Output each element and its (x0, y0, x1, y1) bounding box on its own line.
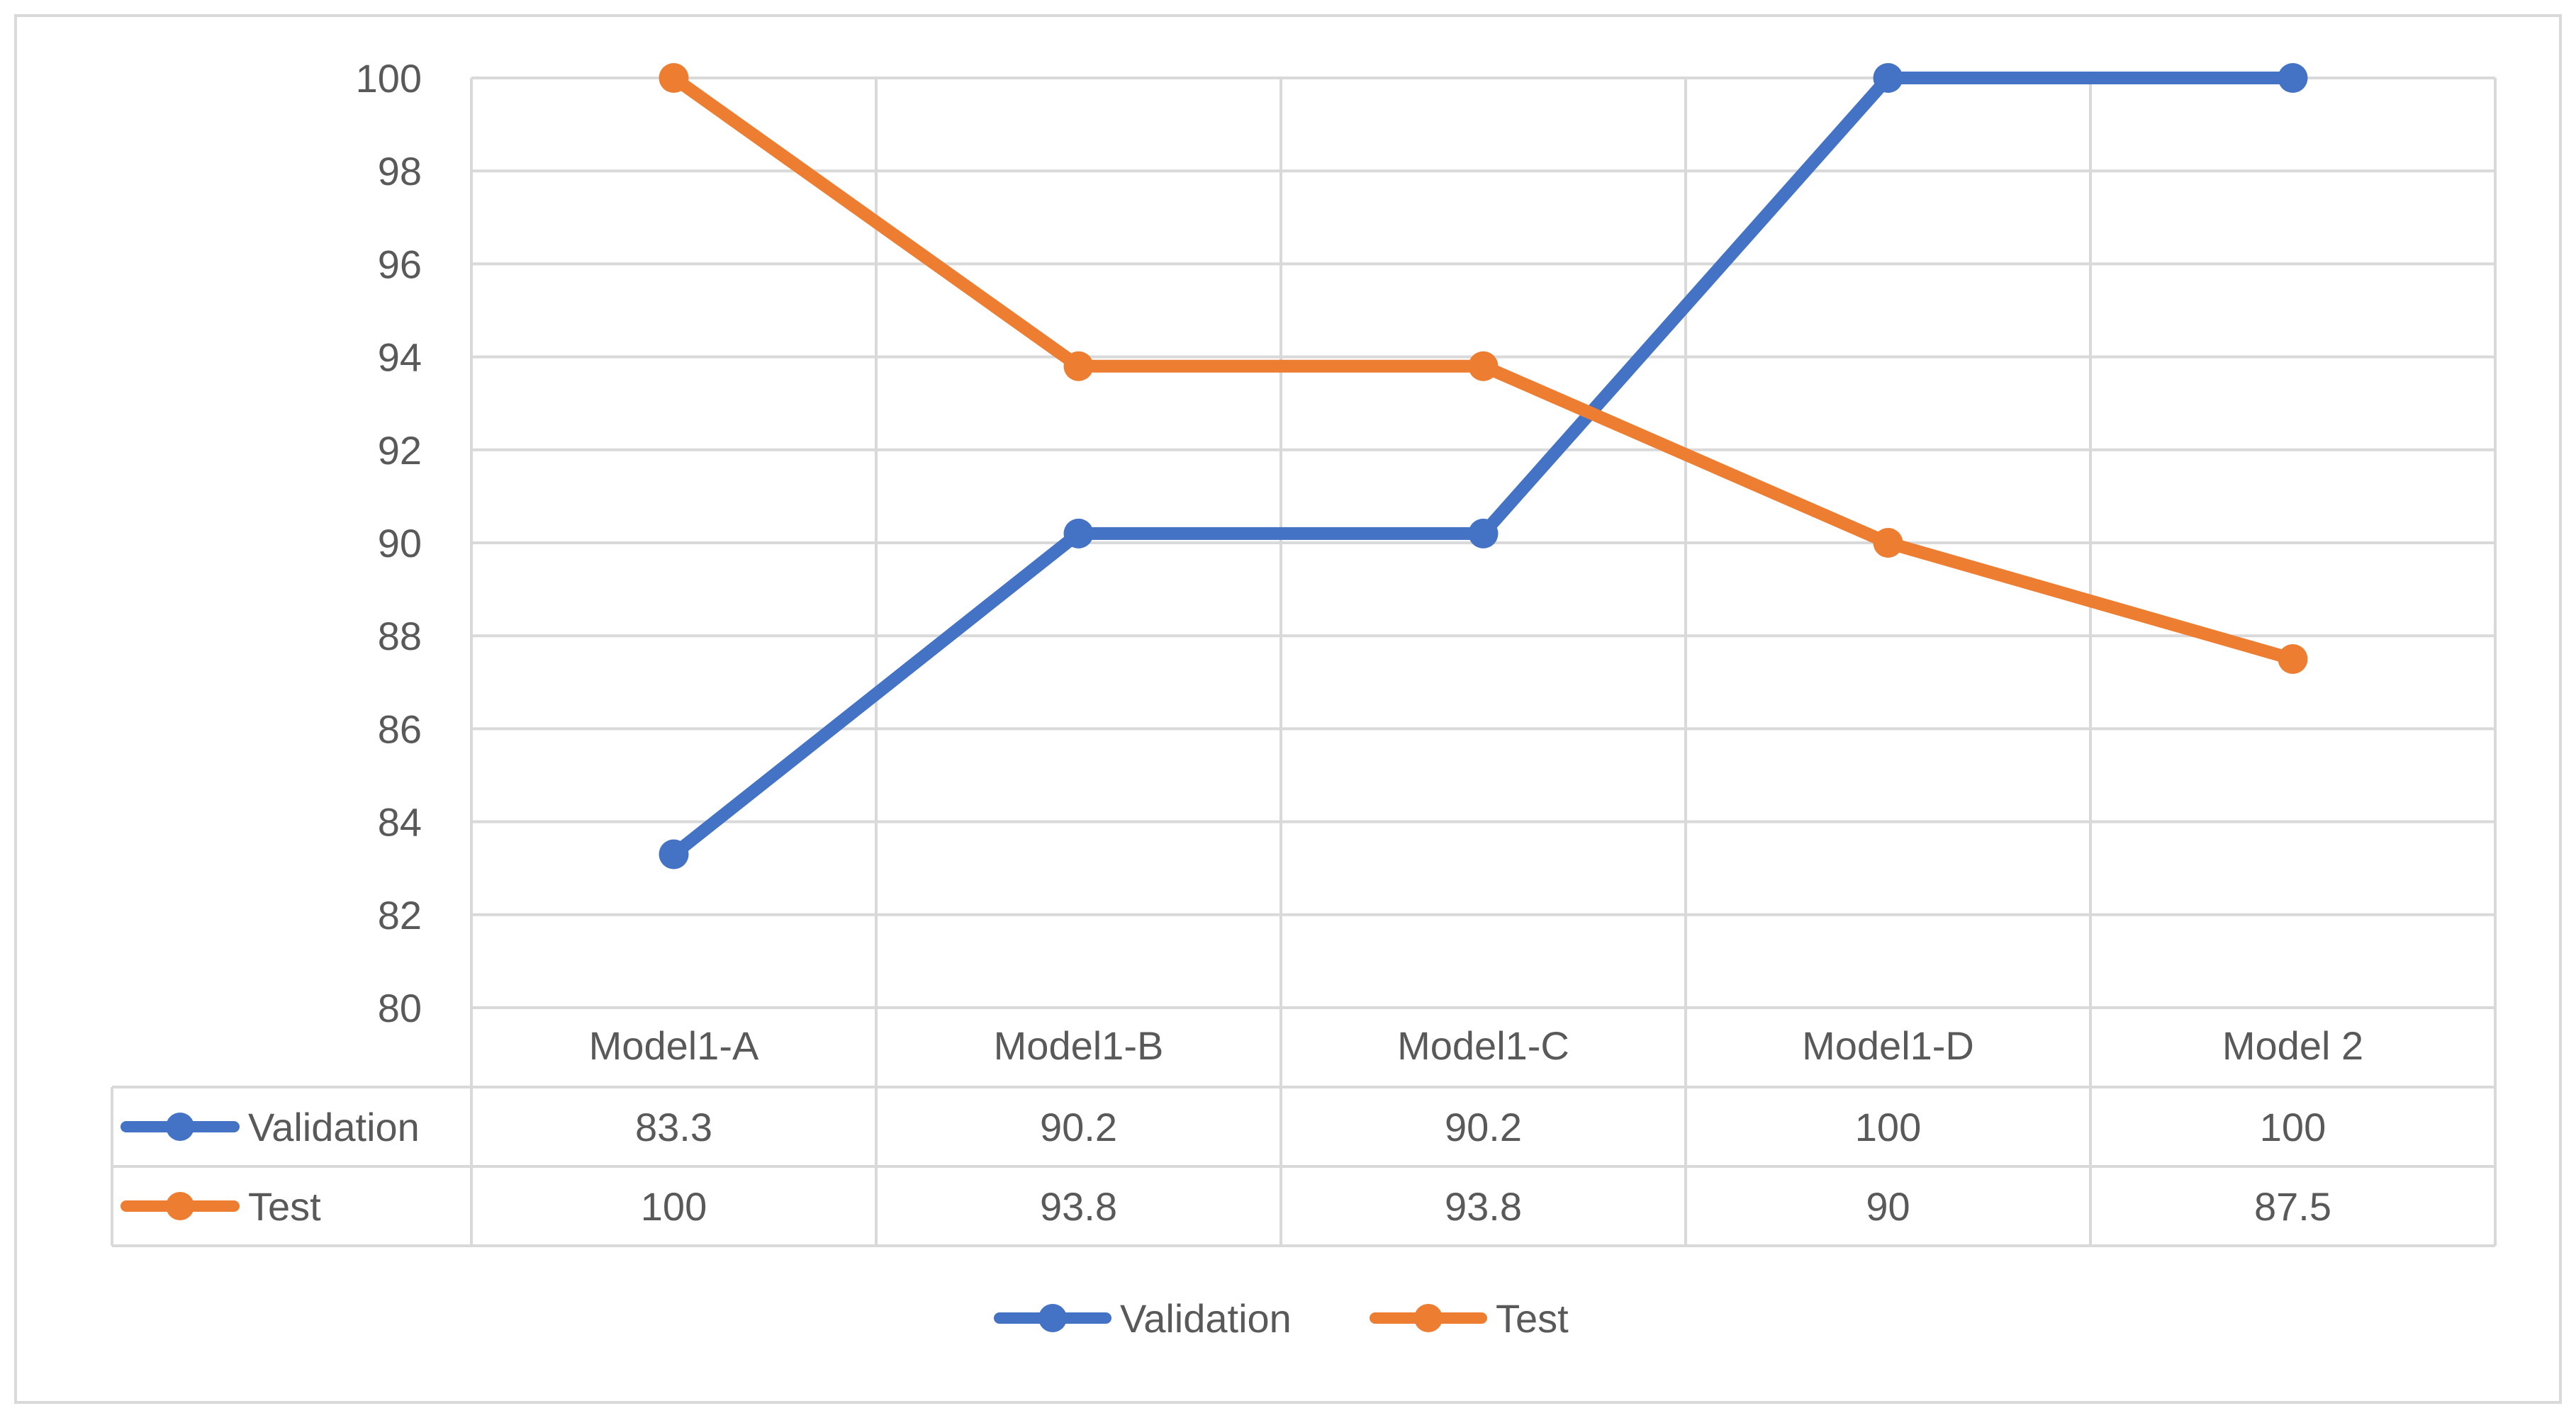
y-tick-label: 88 (378, 614, 422, 658)
data-table-value: 90 (1866, 1184, 1910, 1229)
data-table-value: 83.3 (635, 1105, 712, 1149)
data-table-value: 90.2 (1040, 1105, 1117, 1149)
data-table-value: 87.5 (2254, 1184, 2331, 1229)
y-tick-label: 82 (378, 893, 422, 938)
data-point-test (2278, 644, 2308, 674)
data-table-value: 93.8 (1040, 1184, 1117, 1229)
y-tick-label: 92 (378, 428, 422, 473)
y-tick-label: 96 (378, 242, 422, 286)
data-table-series-name: Test (248, 1184, 321, 1229)
x-tick-label: Model1-A (589, 1023, 759, 1068)
x-tick-label: Model 2 (2222, 1023, 2363, 1068)
y-tick-label: 80 (378, 986, 422, 1030)
legend-label: Validation (1120, 1296, 1292, 1341)
x-tick-label: Model1-B (994, 1023, 1164, 1068)
y-tick-label: 90 (378, 521, 422, 565)
data-point-validation (1873, 63, 1903, 93)
data-point-test (1873, 528, 1903, 558)
data-table-value: 100 (641, 1184, 707, 1229)
y-tick-label: 100 (356, 56, 422, 101)
legend-key-marker (1038, 1304, 1067, 1332)
y-tick-label: 98 (378, 149, 422, 193)
y-tick-label: 84 (378, 800, 422, 845)
data-table-key-marker (166, 1192, 194, 1220)
x-axis: Model1-A Model1-B Model1-C Model1-D Model 2 (589, 1023, 2363, 1068)
data-table-value: 100 (1855, 1105, 1921, 1149)
data-point-validation (1468, 518, 1499, 548)
x-tick-label: Model1-D (1802, 1023, 1974, 1068)
chart-border (14, 14, 2562, 1404)
y-tick-label: 94 (378, 335, 422, 380)
data-table-value: 90.2 (1445, 1105, 1522, 1149)
data-table-key-marker (166, 1113, 194, 1141)
data-table-value: 93.8 (1445, 1184, 1522, 1229)
plot-area (659, 63, 2308, 870)
data-point-test (1468, 351, 1499, 381)
legend-label: Test (1496, 1296, 1569, 1341)
data-point-test (659, 63, 689, 93)
x-tick-label: Model1-C (1397, 1023, 1569, 1068)
data-table-value: 100 (2260, 1105, 2326, 1149)
data-table: Validation 83.3 90.2 90.2 100 100 Test 100 93.8 9… (111, 1086, 2495, 1247)
y-axis: 80 82 84 86 88 90 92 94 96 98 100 (356, 56, 422, 1030)
y-tick-label: 86 (378, 707, 422, 751)
legend-key-marker (1414, 1304, 1443, 1332)
data-point-validation (659, 839, 689, 870)
data-point-validation (1063, 518, 1094, 548)
data-table-series-name: Validation (248, 1105, 420, 1149)
legend: Validation Test (994, 1296, 1569, 1341)
data-point-test (1063, 351, 1094, 381)
data-point-validation (2278, 63, 2308, 93)
